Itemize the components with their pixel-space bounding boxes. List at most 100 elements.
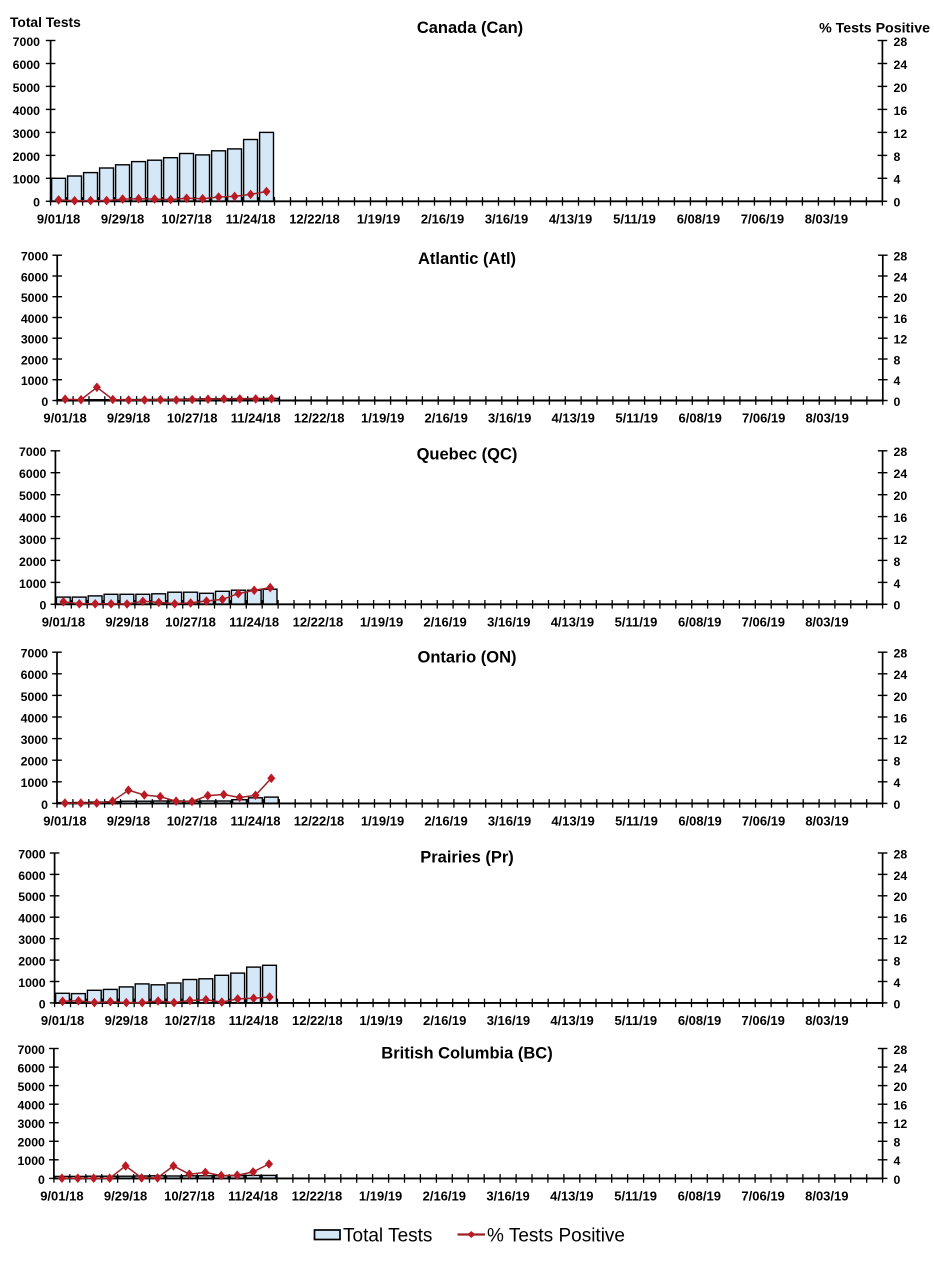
svg-text:1000: 1000: [21, 374, 49, 388]
svg-text:11/24/18: 11/24/18: [229, 1013, 279, 1028]
svg-text:8/03/19: 8/03/19: [805, 211, 848, 226]
svg-text:9/29/18: 9/29/18: [101, 211, 144, 226]
svg-text:12/22/18: 12/22/18: [289, 211, 340, 226]
svg-text:0: 0: [40, 599, 47, 613]
svg-text:7/06/19: 7/06/19: [741, 1188, 784, 1203]
svg-text:6/08/19: 6/08/19: [678, 813, 721, 828]
svg-text:8/03/19: 8/03/19: [805, 1013, 848, 1028]
svg-text:11/24/18: 11/24/18: [231, 813, 281, 828]
svg-text:8/03/19: 8/03/19: [805, 813, 848, 828]
svg-text:16: 16: [894, 1099, 908, 1113]
svg-text:2/16/19: 2/16/19: [423, 1013, 466, 1028]
svg-text:2000: 2000: [19, 555, 47, 569]
svg-text:9/01/18: 9/01/18: [43, 411, 86, 426]
svg-text:8/03/19: 8/03/19: [805, 1188, 848, 1203]
svg-text:10/27/18: 10/27/18: [165, 1013, 216, 1028]
svg-text:4/13/19: 4/13/19: [551, 614, 594, 629]
svg-text:2000: 2000: [18, 1136, 46, 1150]
svg-text:5/11/19: 5/11/19: [613, 211, 656, 226]
svg-text:9/29/18: 9/29/18: [105, 1013, 148, 1028]
svg-text:12: 12: [894, 933, 908, 947]
svg-text:10/27/18: 10/27/18: [167, 411, 218, 426]
svg-text:8: 8: [894, 755, 901, 769]
svg-text:12/22/18: 12/22/18: [292, 1188, 343, 1203]
svg-text:3000: 3000: [21, 733, 49, 747]
svg-text:9/29/18: 9/29/18: [105, 614, 148, 629]
svg-text:20: 20: [894, 690, 908, 704]
svg-text:12/22/18: 12/22/18: [294, 411, 345, 426]
svg-text:5/11/19: 5/11/19: [615, 813, 658, 828]
svg-text:6000: 6000: [19, 467, 47, 481]
svg-text:8: 8: [894, 555, 901, 569]
svg-text:7000: 7000: [19, 445, 47, 459]
svg-text:12: 12: [894, 333, 908, 347]
svg-text:24: 24: [894, 869, 908, 883]
svg-text:3000: 3000: [13, 127, 41, 141]
svg-text:6000: 6000: [21, 668, 49, 682]
svg-text:4: 4: [894, 374, 901, 388]
svg-text:11/24/18: 11/24/18: [231, 411, 281, 426]
svg-text:3/16/19: 3/16/19: [485, 211, 528, 226]
svg-text:12: 12: [894, 127, 908, 141]
svg-text:1/19/19: 1/19/19: [360, 614, 403, 629]
svg-text:8: 8: [894, 353, 901, 367]
svg-text:% Tests Positive: % Tests Positive: [819, 20, 930, 36]
svg-text:20: 20: [894, 81, 908, 95]
svg-text:20: 20: [894, 291, 908, 305]
svg-text:4/13/19: 4/13/19: [550, 1013, 593, 1028]
svg-text:4: 4: [894, 577, 901, 591]
svg-text:6/08/19: 6/08/19: [679, 411, 722, 426]
svg-text:9/01/18: 9/01/18: [43, 813, 86, 828]
svg-text:0: 0: [894, 599, 901, 613]
svg-text:3/16/19: 3/16/19: [487, 1013, 530, 1028]
svg-text:10/27/18: 10/27/18: [164, 1188, 215, 1203]
svg-text:5/11/19: 5/11/19: [614, 1188, 657, 1203]
svg-text:4000: 4000: [18, 912, 46, 926]
svg-text:4/13/19: 4/13/19: [551, 813, 594, 828]
svg-text:16: 16: [894, 511, 908, 525]
svg-text:6000: 6000: [13, 58, 41, 72]
svg-text:24: 24: [894, 1062, 908, 1076]
svg-text:28: 28: [894, 445, 908, 459]
svg-text:0: 0: [894, 395, 901, 409]
svg-text:0: 0: [33, 196, 40, 210]
svg-text:0: 0: [38, 1173, 45, 1187]
svg-text:6/08/19: 6/08/19: [677, 211, 720, 226]
svg-text:24: 24: [894, 58, 908, 72]
svg-text:2/16/19: 2/16/19: [423, 614, 466, 629]
svg-text:British Columbia (BC): British Columbia (BC): [381, 1045, 552, 1063]
svg-text:6000: 6000: [21, 270, 49, 284]
svg-text:9/01/18: 9/01/18: [40, 1188, 83, 1203]
svg-text:12: 12: [894, 733, 908, 747]
svg-text:4000: 4000: [21, 711, 49, 725]
svg-text:9/01/18: 9/01/18: [41, 1013, 84, 1028]
svg-text:7000: 7000: [18, 1043, 46, 1057]
svg-text:Quebec (QC): Quebec (QC): [417, 446, 518, 464]
svg-text:1000: 1000: [13, 173, 41, 187]
svg-text:3/16/19: 3/16/19: [486, 1188, 529, 1203]
svg-text:2/16/19: 2/16/19: [425, 411, 468, 426]
svg-text:5/11/19: 5/11/19: [615, 411, 658, 426]
svg-text:6000: 6000: [18, 1062, 46, 1076]
svg-text:3000: 3000: [18, 933, 46, 947]
svg-text:0: 0: [41, 395, 48, 409]
svg-text:1/19/19: 1/19/19: [359, 1013, 402, 1028]
svg-text:16: 16: [894, 711, 908, 725]
svg-text:2/16/19: 2/16/19: [421, 211, 464, 226]
svg-text:8: 8: [894, 1136, 901, 1150]
svg-text:24: 24: [894, 668, 908, 682]
svg-text:1000: 1000: [18, 1154, 46, 1168]
svg-text:3/16/19: 3/16/19: [488, 411, 531, 426]
svg-text:24: 24: [894, 467, 908, 481]
svg-text:10/27/18: 10/27/18: [165, 614, 216, 629]
svg-text:2000: 2000: [21, 353, 49, 367]
svg-text:0: 0: [894, 798, 901, 812]
svg-text:12/22/18: 12/22/18: [294, 813, 345, 828]
svg-text:28: 28: [894, 1043, 908, 1057]
svg-text:12/22/18: 12/22/18: [292, 1013, 343, 1028]
svg-text:4/13/19: 4/13/19: [550, 1188, 593, 1203]
svg-text:1000: 1000: [21, 776, 49, 790]
svg-text:10/27/18: 10/27/18: [161, 211, 212, 226]
svg-text:1000: 1000: [18, 976, 46, 990]
svg-text:4000: 4000: [21, 312, 49, 326]
